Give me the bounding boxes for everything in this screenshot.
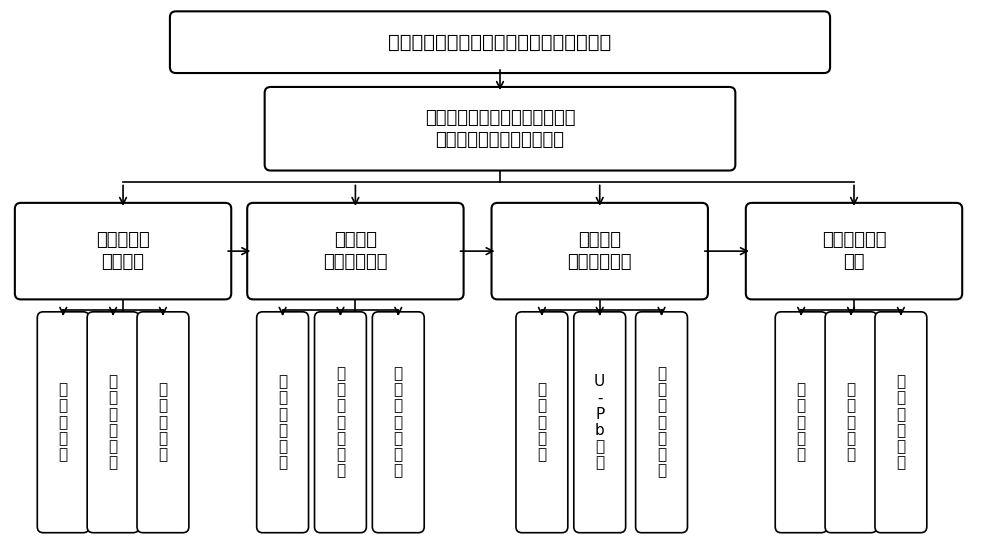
FancyBboxPatch shape [825,312,877,533]
FancyBboxPatch shape [37,312,89,533]
FancyBboxPatch shape [15,203,231,299]
FancyBboxPatch shape [257,312,309,533]
Text: 古
水
流
分
析: 古 水 流 分 析 [537,382,546,462]
Text: 厚
度
分
布
模
式: 厚 度 分 布 模 式 [278,374,287,470]
Text: 走
滑
距
离
恢
复: 走 滑 距 离 恢 复 [896,374,905,470]
FancyBboxPatch shape [87,312,139,533]
FancyBboxPatch shape [746,203,962,299]
FancyBboxPatch shape [875,312,927,533]
Text: 层
序
与
旋
回
对
比: 层 序 与 旋 回 对 比 [394,366,403,478]
Text: 同期地层
物源关系分析: 同期地层 物源关系分析 [567,231,632,271]
FancyBboxPatch shape [636,312,687,533]
Text: 走滑改造盆
地的厘定: 走滑改造盆 地的厘定 [96,231,150,271]
FancyBboxPatch shape [247,203,464,299]
FancyBboxPatch shape [372,312,424,533]
FancyBboxPatch shape [775,312,827,533]
Text: 同期地层
沉积关系分析: 同期地层 沉积关系分析 [323,231,388,271]
Text: 物
源
关
联
性: 物 源 关 联 性 [846,382,856,462]
FancyBboxPatch shape [574,312,626,533]
FancyBboxPatch shape [492,203,708,299]
Text: 相
带
连
续
性: 相 带 连 续 性 [158,382,168,462]
Text: 一种恢复走滑改造盆地原始沉积面貌的方法: 一种恢复走滑改造盆地原始沉积面貌的方法 [388,33,612,51]
Text: 边
界
接
触
方
式: 边 界 接 触 方 式 [109,374,118,470]
FancyBboxPatch shape [137,312,189,533]
FancyBboxPatch shape [516,312,568,533]
FancyBboxPatch shape [315,312,366,533]
Text: U
-
P
b
测
年: U - P b 测 年 [594,374,605,470]
Text: 相
带
完
整
性: 相 带 完 整 性 [797,382,806,462]
Text: 地
层
等
时
性: 地 层 等 时 性 [59,382,68,462]
Text: 相
带
分
析
与
追
索: 相 带 分 析 与 追 索 [336,366,345,478]
FancyBboxPatch shape [170,12,830,73]
Text: 地震资料、钻井与测井资料、露
头资料、锆石单矿物定年等: 地震资料、钻井与测井资料、露 头资料、锆石单矿物定年等 [425,108,575,149]
FancyBboxPatch shape [265,87,735,170]
Text: 原始沉积面貌
恢复: 原始沉积面貌 恢复 [822,231,886,271]
Text: 高
精
度
碎
屑
锆
石: 高 精 度 碎 屑 锆 石 [657,366,666,478]
